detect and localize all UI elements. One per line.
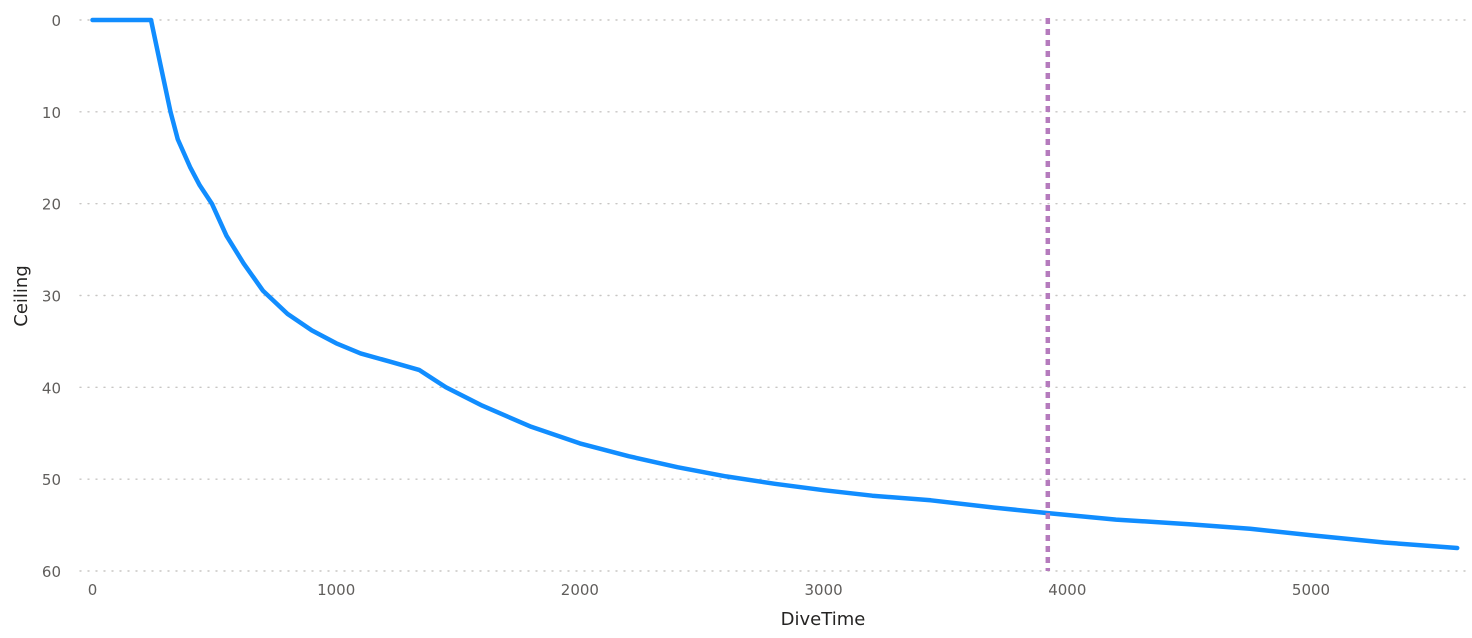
series-layer (90, 17, 1460, 551)
y-tick-label: 30 (42, 288, 61, 306)
y-axis-title: Ceiling (11, 265, 32, 326)
y-tick-label: 50 (42, 471, 61, 489)
y-tick-label: 10 (42, 104, 61, 122)
y-tick-label: 0 (51, 12, 61, 30)
x-tick-label: 4000 (1048, 581, 1086, 599)
x-axis-title: DiveTime (781, 609, 866, 630)
series-line (90, 17, 1460, 551)
gridlines (79, 19, 1469, 572)
y-tick-label: 20 (42, 196, 61, 214)
x-tick-label: 2000 (561, 581, 599, 599)
x-tick-label: 1000 (317, 581, 355, 599)
x-tick-label: 3000 (805, 581, 843, 599)
y-axis-ticks: 0 10 20 30 40 50 60 (42, 12, 61, 581)
x-axis-ticks: 0 1000 2000 3000 4000 5000 (88, 581, 1330, 599)
x-tick-label: 5000 (1292, 581, 1330, 599)
x-tick-label: 0 (88, 581, 98, 599)
y-tick-label: 60 (42, 563, 61, 581)
y-tick-label: 40 (42, 379, 61, 397)
